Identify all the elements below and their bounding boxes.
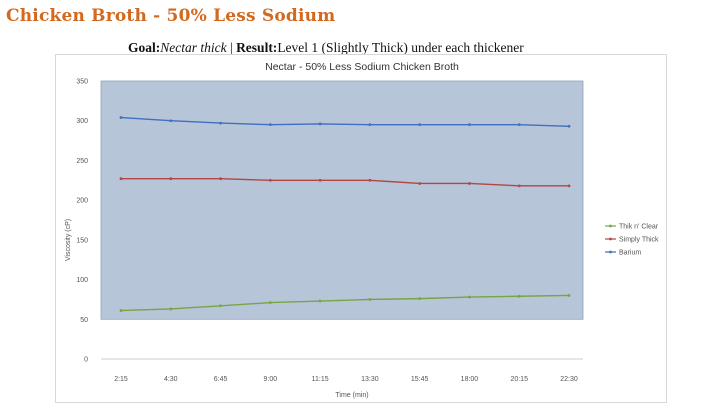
result-value: Level 1 (Slightly Thick) under each thic… — [277, 40, 524, 55]
data-point-barium — [318, 122, 322, 126]
legend-label: Barium — [619, 250, 641, 257]
y-tick-label: 300 — [76, 118, 88, 125]
data-point-barium — [368, 123, 372, 127]
data-point-simply-thick — [567, 184, 571, 188]
chart-frame: Nectar - 50% Less Sodium Chicken Broth 0… — [55, 54, 667, 403]
x-tick-label: 20:15 — [510, 376, 528, 383]
data-point-thik-n-clear — [418, 297, 422, 301]
y-tick-label: 100 — [76, 277, 88, 284]
data-point-barium — [468, 123, 471, 127]
data-point-thik-n-clear — [368, 298, 372, 301]
data-point-simply-thick — [268, 178, 272, 182]
series-line-simply-thick — [121, 177, 569, 187]
y-tick-label: 250 — [76, 158, 88, 165]
data-point-barium — [268, 123, 272, 127]
data-point-thik-n-clear — [169, 307, 173, 311]
data-point-barium — [418, 123, 422, 127]
series-line-barium — [120, 116, 570, 127]
goal-label: Goal: — [128, 40, 161, 55]
y-tick-label: 200 — [76, 198, 88, 205]
data-point-barium — [567, 124, 571, 128]
data-point-barium — [169, 119, 173, 123]
legend-marker — [609, 224, 612, 228]
data-point-simply-thick — [517, 184, 521, 188]
y-tick-label: 350 — [76, 79, 88, 86]
data-point-simply-thick — [368, 178, 372, 182]
viscosity-line-chart: Nectar - 50% Less Sodium Chicken Broth 0… — [65, 61, 659, 399]
legend-marker — [609, 237, 612, 241]
data-point-simply-thick — [119, 177, 123, 181]
data-point-thik-n-clear — [318, 299, 322, 303]
x-tick-label: 6:45 — [214, 376, 228, 383]
y-tick-label: 50 — [80, 317, 88, 324]
data-point-barium — [219, 121, 222, 125]
data-point-simply-thick — [169, 177, 173, 181]
shaded-band — [100, 80, 584, 320]
x-tick-label: 4:30 — [164, 376, 178, 383]
goal-value: Nectar thick — [160, 40, 227, 55]
data-point-simply-thick — [418, 182, 422, 185]
data-point-simply-thick — [468, 182, 471, 185]
x-tick-label: 9:00 — [264, 376, 278, 383]
data-point-thik-n-clear — [219, 304, 222, 308]
y-tick-label: 150 — [76, 237, 88, 244]
legend-label: Simply Thick — [619, 237, 659, 244]
y-axis-label: Viscosity (cP) — [65, 219, 72, 261]
data-point-barium — [517, 123, 521, 127]
goal-result-line: Goal:Nectar thick | Result:Level 1 (Slig… — [128, 40, 524, 56]
chart-title: Nectar - 50% Less Sodium Chicken Broth — [265, 61, 459, 73]
result-label: Result: — [236, 40, 278, 55]
data-point-simply-thick — [219, 177, 222, 181]
x-tick-label: 13:30 — [361, 376, 379, 383]
legend-label: Thik n' Clear — [619, 224, 659, 231]
x-tick-label: 11:15 — [312, 376, 329, 383]
x-tick-label: 2:15 — [114, 376, 128, 383]
separator: | — [226, 40, 237, 55]
x-tick-label: 22:30 — [560, 376, 578, 383]
data-point-thik-n-clear — [517, 294, 521, 298]
y-tick-label: 0 — [84, 357, 88, 364]
x-axis-label: Time (min) — [335, 392, 368, 399]
series-line-thik-n-clear — [120, 294, 570, 312]
slide-title: Chicken Broth - 50% Less Sodium — [6, 6, 336, 26]
data-point-thik-n-clear — [468, 295, 471, 299]
data-point-barium — [119, 116, 123, 119]
data-point-thik-n-clear — [567, 294, 571, 297]
x-tick-label: 18:00 — [461, 376, 479, 383]
legend-marker — [609, 250, 612, 254]
x-tick-label: 15:45 — [411, 376, 429, 383]
data-point-thik-n-clear — [119, 309, 123, 312]
data-point-thik-n-clear — [268, 301, 272, 305]
data-point-simply-thick — [318, 178, 322, 182]
